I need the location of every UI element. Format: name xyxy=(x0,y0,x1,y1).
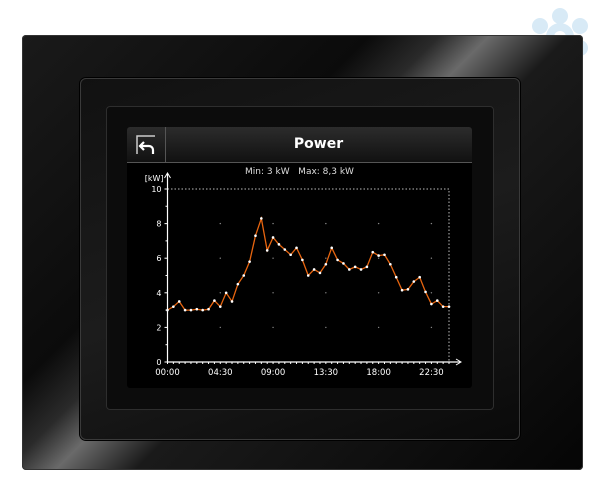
grid-dot xyxy=(325,292,327,294)
data-point xyxy=(295,246,298,250)
page-title: Power xyxy=(293,136,344,152)
data-point xyxy=(424,290,427,294)
data-point xyxy=(383,253,386,257)
data-point xyxy=(377,254,380,257)
x-tick-label: 22:30 xyxy=(419,368,444,378)
x-tick-label: 13:30 xyxy=(314,368,339,378)
data-point xyxy=(201,308,204,312)
grid-dot xyxy=(430,257,433,259)
data-point xyxy=(336,258,339,262)
grid-dot xyxy=(430,222,433,225)
data-point xyxy=(312,268,316,271)
x-tick-label: 00:00 xyxy=(155,368,180,378)
data-point xyxy=(166,308,169,312)
data-point xyxy=(412,280,416,283)
y-axis-label: [kW] xyxy=(145,174,164,183)
grid-dot xyxy=(219,292,221,294)
y-tick-label: 10 xyxy=(151,185,161,194)
y-axis-arrow xyxy=(164,172,171,179)
data-point xyxy=(435,299,439,302)
grid-dot xyxy=(430,292,433,294)
data-point xyxy=(283,248,287,251)
x-tick-label: 18:00 xyxy=(366,368,391,378)
data-point xyxy=(301,258,304,262)
data-point xyxy=(330,246,334,250)
series-line xyxy=(167,215,449,311)
data-point xyxy=(447,305,451,308)
grid-dot xyxy=(219,257,221,259)
x-tick-label: 04:30 xyxy=(208,368,233,378)
data-point xyxy=(353,265,357,269)
y-tick-label: 6 xyxy=(156,254,161,263)
data-point xyxy=(406,288,410,291)
data-point xyxy=(306,274,310,277)
back-arrow-icon xyxy=(136,134,155,154)
data-point xyxy=(359,268,363,271)
grid-dot xyxy=(272,257,274,259)
data-point xyxy=(430,302,433,306)
data-point xyxy=(189,308,193,312)
grid-dot xyxy=(377,222,380,225)
data-point xyxy=(177,300,181,303)
data-point xyxy=(318,271,322,275)
data-point xyxy=(265,249,269,252)
data-point xyxy=(195,307,199,311)
grid-dot xyxy=(219,222,221,225)
y-tick-label: 2 xyxy=(156,323,161,332)
title-bar: Power xyxy=(127,127,472,163)
data-point xyxy=(230,300,234,303)
touch-screen: Power Min: 3 kW Max: 8,3 kW 0 2 4 6 8 10 [kW] 0… xyxy=(127,127,472,388)
grid-dot xyxy=(272,326,274,329)
data-point xyxy=(254,234,257,238)
data-point xyxy=(394,275,398,279)
grid-dot xyxy=(272,222,274,225)
data-point xyxy=(418,275,421,279)
grid-dot xyxy=(377,326,380,329)
data-point xyxy=(236,282,240,286)
y-tick-label: 4 xyxy=(156,289,161,298)
data-point xyxy=(289,253,292,257)
back-button[interactable] xyxy=(127,127,166,162)
data-point xyxy=(172,305,175,308)
data-point xyxy=(277,243,281,246)
grid-dot xyxy=(377,257,380,259)
data-point xyxy=(248,260,251,263)
data-point xyxy=(218,305,222,308)
data-point xyxy=(260,217,263,220)
data-point xyxy=(348,268,351,271)
power-chart: 0 2 4 6 8 10 [kW] 00:00 04:30 09:00 13:30 18:00 22:3… xyxy=(145,172,462,378)
y-tick-label: 0 xyxy=(156,358,161,367)
data-point xyxy=(224,291,228,295)
y-tick-label: 8 xyxy=(156,220,161,229)
data-point xyxy=(242,274,246,277)
data-point xyxy=(400,288,404,292)
data-point xyxy=(207,307,210,311)
x-axis-arrow xyxy=(455,358,462,366)
grid-border xyxy=(167,188,450,362)
data-point xyxy=(271,236,275,239)
grid-dot xyxy=(272,292,274,294)
grid-dot xyxy=(430,326,433,329)
grid-dot xyxy=(325,326,327,329)
grid-dot xyxy=(377,292,380,294)
min-max-readout: Min: 3 kW Max: 8,3 kW xyxy=(245,167,354,177)
grid-dot xyxy=(219,326,221,329)
data-point xyxy=(213,299,216,302)
data-point xyxy=(441,305,445,308)
data-point xyxy=(183,308,187,312)
grid-dot xyxy=(325,222,327,225)
x-tick-label: 09:00 xyxy=(261,368,286,378)
data-point xyxy=(371,250,375,254)
data-point xyxy=(389,262,392,266)
data-point xyxy=(324,262,328,266)
data-point xyxy=(342,262,345,265)
grid-dot xyxy=(325,257,327,259)
data-point xyxy=(365,265,369,269)
